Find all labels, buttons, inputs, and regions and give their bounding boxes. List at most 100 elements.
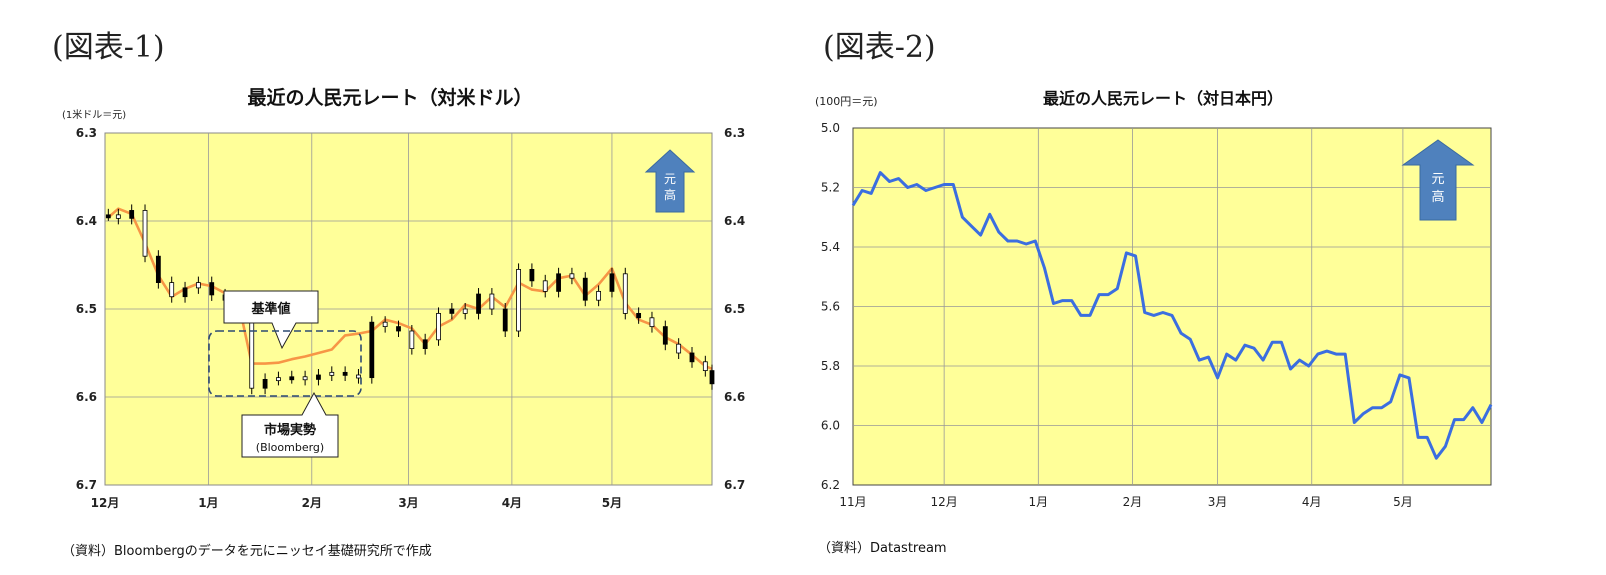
candle-body <box>169 282 175 298</box>
usd-cny-chart: 最近の人民元レート（対米ドル） (1米ドル＝元) 6.3 6.3 6.4 6.4 6.5… <box>62 86 746 510</box>
arrow-label-1: 元 <box>1431 172 1444 187</box>
market-rate-callout: 市場実勢 (Bloomberg) <box>241 391 339 458</box>
market-callout-label: 市場実勢 <box>264 422 316 438</box>
y-tick-right: 6.7 <box>724 478 745 492</box>
figure-2-panel: (図表-2) 最近の人民元レート（対日本円） (100円＝元) 5.0 5.2 5.… <box>803 0 1606 575</box>
jpy-cny-chart: 最近の人民元レート（対日本円） (100円＝元) 5.0 5.2 5.4 5.6 5.8… <box>815 89 1493 509</box>
candle-body <box>129 210 135 219</box>
candle-body <box>702 361 708 371</box>
candle-body <box>636 312 642 319</box>
candle-body <box>105 214 111 219</box>
fix-rate-callout: 基準値 <box>223 290 319 350</box>
y-tick: 5.0 <box>821 121 840 135</box>
candle-body <box>155 255 161 284</box>
candle-body <box>529 268 535 282</box>
x-tick: 12月 <box>931 495 958 509</box>
candle-body <box>409 330 415 350</box>
candle-body <box>596 290 602 301</box>
x-tick: 3月 <box>398 496 418 510</box>
figure-1-source: （資料）Bloombergのデータを元にニッセイ基礎研究所で作成 <box>62 544 432 559</box>
y-tick-left: 6.3 <box>76 126 97 140</box>
arrow-label-2: 高 <box>664 187 676 202</box>
series-line-jpy <box>851 171 1493 460</box>
y-tick-right: 6.5 <box>724 302 745 316</box>
candle-body <box>342 371 348 376</box>
y-tick-left: 6.4 <box>76 214 97 228</box>
y-tick-left: 6.5 <box>76 302 97 316</box>
candle-body <box>556 273 561 292</box>
x-tick: 5月 <box>602 496 622 510</box>
candle-body <box>142 210 148 257</box>
highlight-box <box>208 330 362 397</box>
candle-body <box>449 308 455 314</box>
candle-body <box>476 293 481 314</box>
y-tick: 6.2 <box>821 478 840 492</box>
y-tick: 5.4 <box>821 240 840 254</box>
figure-1-label: (図表-1) <box>52 30 165 65</box>
chart-2-unit: (100円＝元) <box>815 95 878 108</box>
chart-1-axis-labels: 6.3 6.3 6.4 6.4 6.5 6.5 6.6 6.6 6.7 6.7 12月 1月 2月 3月 4… <box>76 126 746 510</box>
chart-2-up-arrow: 元 高 <box>1401 139 1475 221</box>
chart-2-series <box>851 171 1493 460</box>
chart-1-gridlines <box>105 133 712 485</box>
chart-2-gridlines <box>853 128 1491 485</box>
arrow-up-icon <box>644 149 696 213</box>
x-tick: 12月 <box>91 496 120 510</box>
market-callout-sublabel: (Bloomberg) <box>256 441 324 454</box>
candle-body <box>689 352 695 363</box>
candle-body <box>356 374 361 379</box>
candle-body <box>582 277 588 301</box>
candle-body <box>609 273 615 292</box>
arrow-label-1: 元 <box>664 172 676 186</box>
chart-1-up-arrow: 元 高 <box>644 149 696 213</box>
candle-body <box>622 273 628 314</box>
x-tick: 11月 <box>839 495 866 509</box>
candle-body <box>182 287 188 298</box>
candle-body <box>662 326 668 345</box>
x-tick: 2月 <box>1123 495 1143 509</box>
candle-body <box>115 214 121 219</box>
candle-body <box>502 308 508 332</box>
candle-body <box>396 326 401 332</box>
candle-body <box>489 293 495 310</box>
fix-callout-label: 基準値 <box>250 301 290 317</box>
chart-2-axis-labels: 5.0 5.2 5.4 5.6 5.8 6.0 6.2 11月 12月 1月 2月 3月 4月 5月 <box>821 121 1413 509</box>
candle-body <box>542 280 548 292</box>
figure-2-label: (図表-2) <box>823 30 936 65</box>
candle-body <box>382 321 388 328</box>
y-tick: 5.8 <box>821 359 840 373</box>
x-tick: 2月 <box>302 496 322 510</box>
figure-2-source: （資料）Datastream <box>818 541 947 556</box>
candle-body <box>195 282 201 289</box>
candle-body <box>516 268 521 332</box>
candle-body <box>676 343 682 354</box>
candle-body <box>209 282 215 296</box>
candle-body <box>302 376 308 381</box>
candle-body <box>276 377 281 382</box>
figure-1-panel: (図表-1) 最近の人民元レート（対米ドル） (1米ドル＝元) 6.3 6.3 6.… <box>52 30 746 559</box>
chart-2-title: 最近の人民元レート（対日本円） <box>1043 89 1283 108</box>
y-tick-right: 6.6 <box>724 390 745 404</box>
candle-body <box>329 371 335 376</box>
candle-body <box>262 378 268 389</box>
x-tick: 5月 <box>1393 495 1413 509</box>
y-tick-left: 6.7 <box>76 478 97 492</box>
candle-body <box>709 370 715 385</box>
x-tick: 1月 <box>198 496 218 510</box>
arrow-label-2: 高 <box>1431 189 1444 205</box>
arrow-up-icon <box>1401 139 1475 221</box>
y-tick-left: 6.6 <box>76 390 97 404</box>
chart-1-unit: (1米ドル＝元) <box>62 108 126 121</box>
chart-1-series <box>105 204 715 395</box>
chart-1-title: 最近の人民元レート（対米ドル） <box>247 86 532 109</box>
y-tick: 6.0 <box>821 419 840 433</box>
x-tick: 1月 <box>1029 495 1049 509</box>
y-tick: 5.6 <box>821 300 840 314</box>
candle-body <box>649 317 655 327</box>
x-tick: 3月 <box>1208 495 1228 509</box>
candle-body <box>369 321 375 379</box>
candle-body <box>569 273 575 279</box>
y-tick: 5.2 <box>821 181 840 195</box>
fix-callout-box <box>223 290 319 350</box>
y-tick-right: 6.4 <box>724 214 745 228</box>
